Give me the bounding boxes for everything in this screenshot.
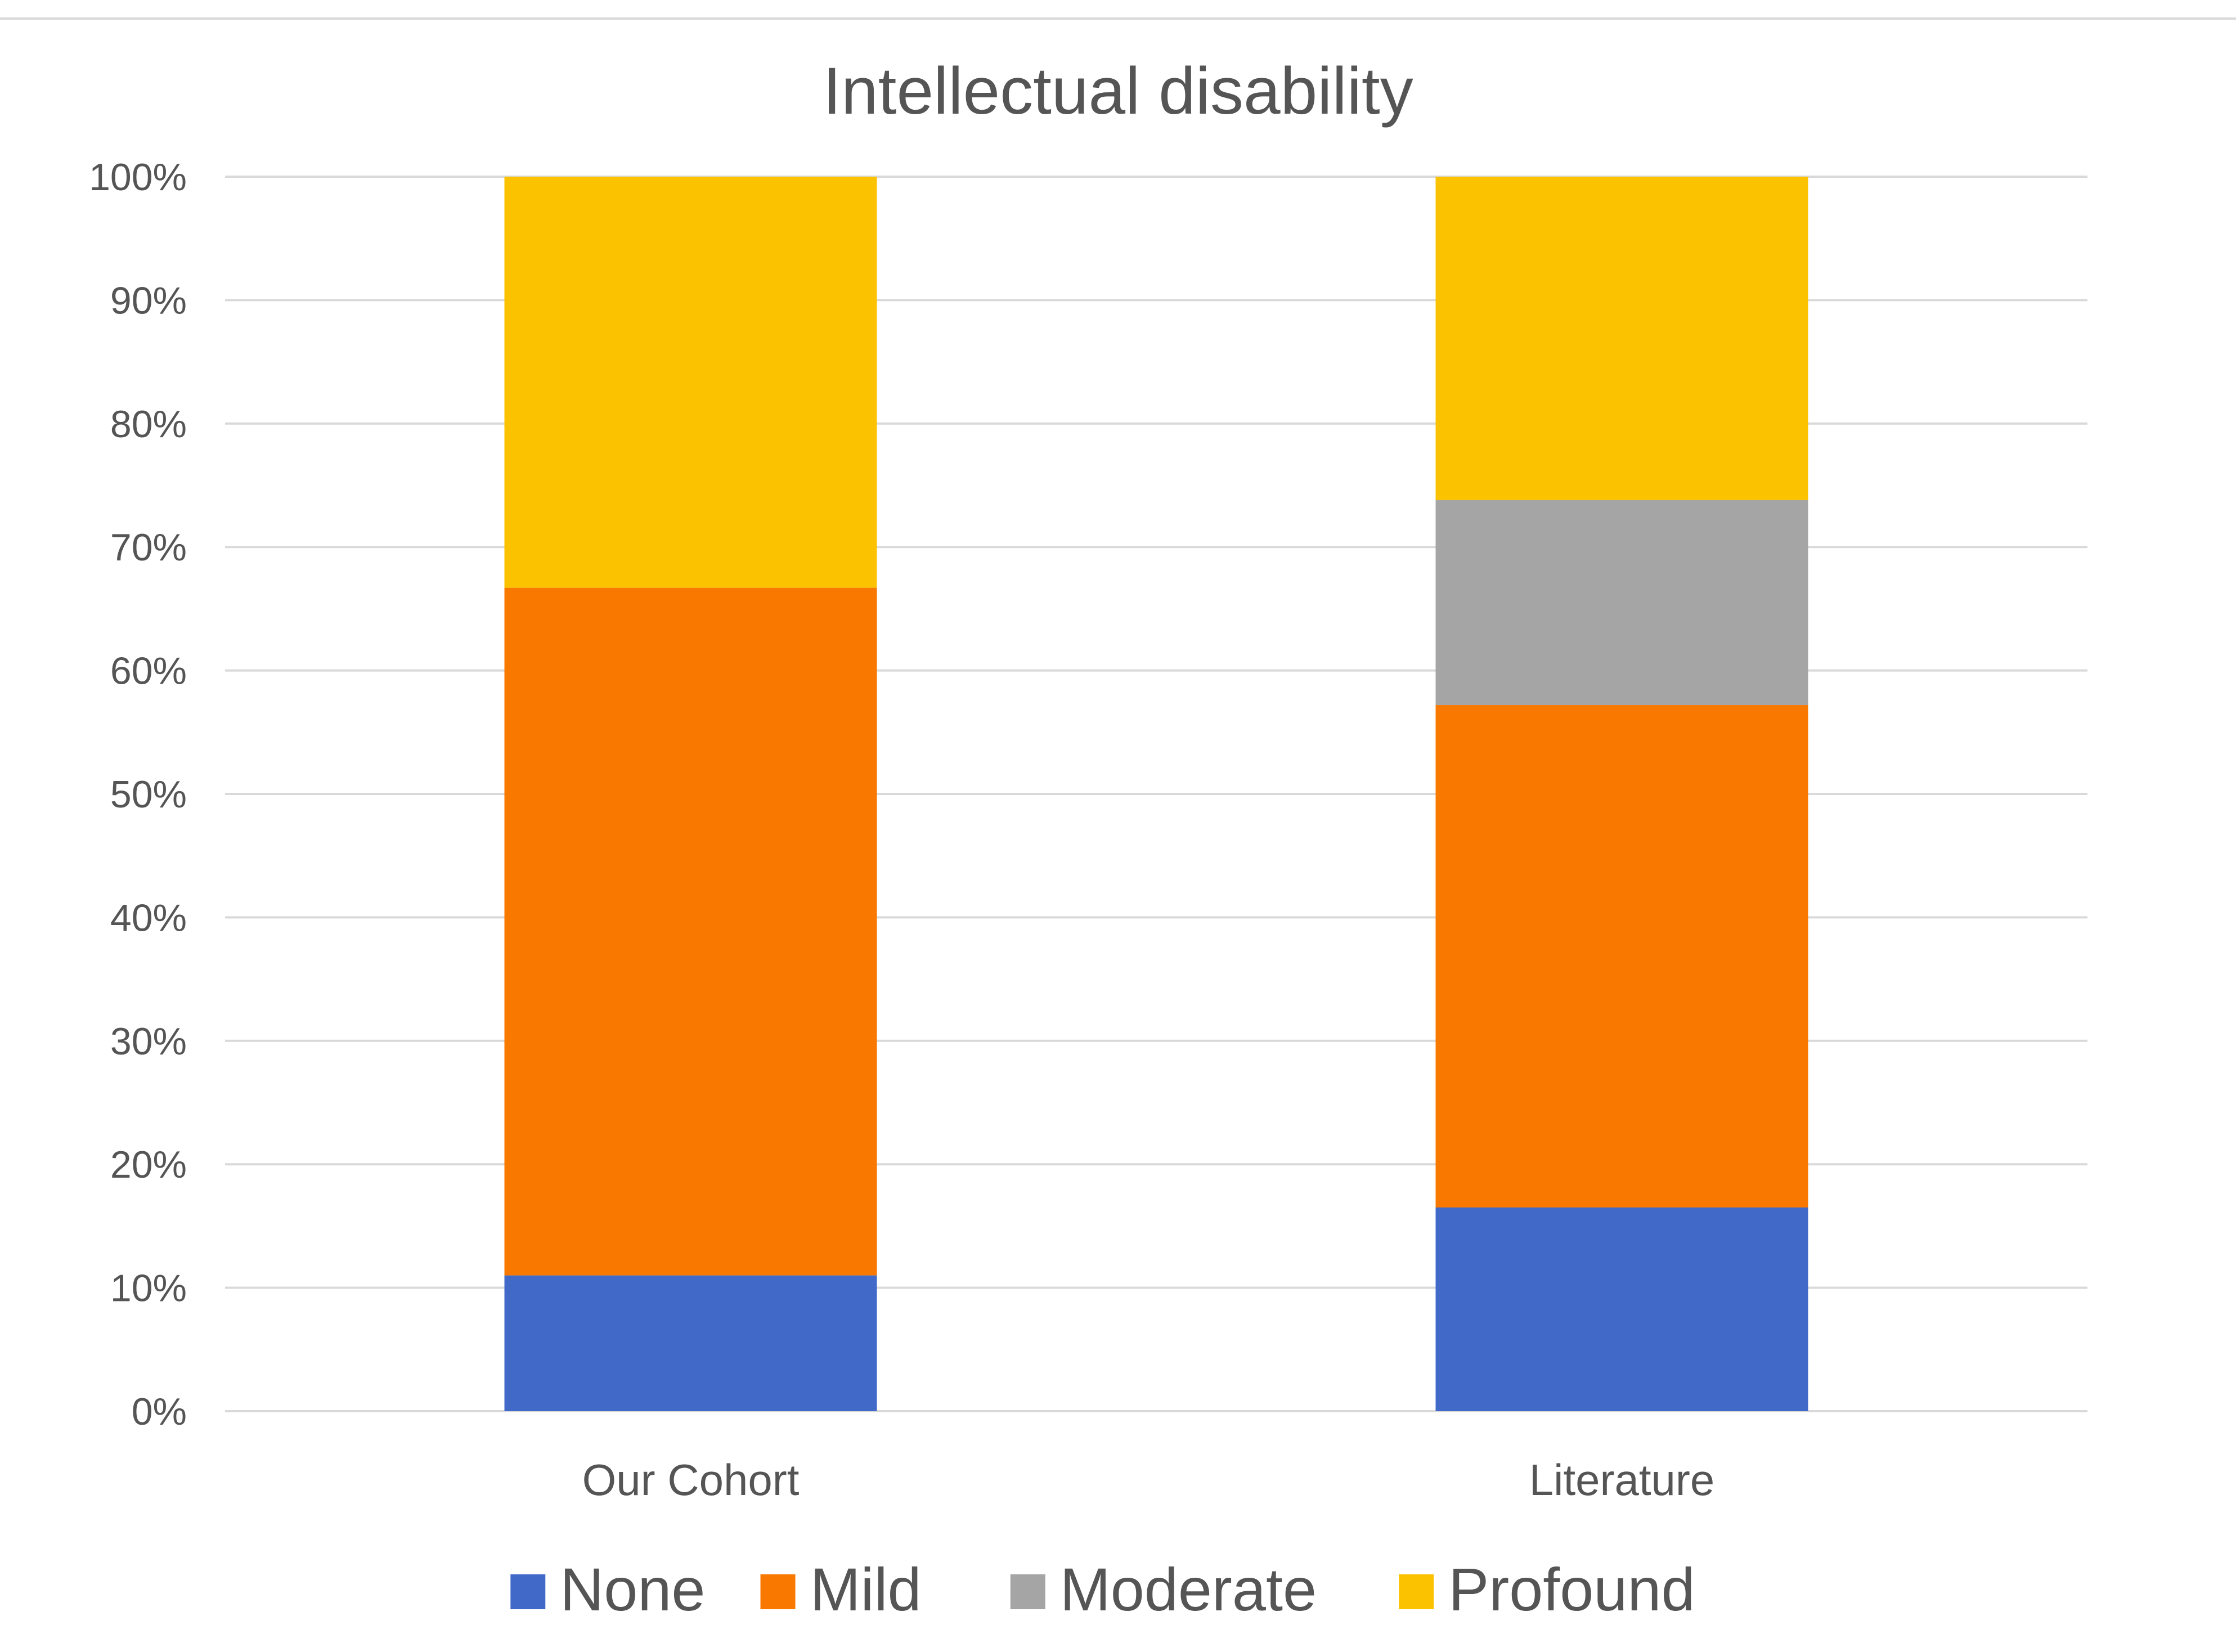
chart-title: Intellectual disability	[823, 54, 1413, 128]
bar-segment-profound	[1435, 177, 1808, 500]
y-tick-label: 60%	[110, 650, 187, 693]
y-tick-label: 90%	[110, 279, 187, 322]
legend-swatch-profound	[1399, 1574, 1434, 1609]
legend-swatch-none	[510, 1574, 546, 1609]
y-tick-label: 80%	[110, 403, 187, 446]
y-axis-tick-labels: 0% 10% 20% 30% 40% 50% 60% 70% 80% 90% 100%	[89, 156, 187, 1433]
x-category-label: Our Cohort	[582, 1455, 800, 1505]
x-category-label: Literature	[1529, 1455, 1715, 1505]
legend-label-moderate: Moderate	[1060, 1555, 1317, 1623]
y-tick-label: 50%	[110, 773, 187, 816]
legend-label-mild: Mild	[810, 1555, 922, 1623]
bar-segment-mild	[1435, 705, 1808, 1207]
y-tick-label: 40%	[110, 896, 187, 939]
legend-swatch-moderate	[1010, 1574, 1045, 1609]
x-axis-category-labels: Our Cohort Literature	[582, 1455, 1715, 1505]
bar-segment-mild	[504, 587, 877, 1276]
bar-segment-none	[1435, 1207, 1808, 1411]
bar-segment-profound	[504, 177, 877, 588]
y-tick-label: 10%	[110, 1267, 187, 1310]
y-tick-label: 20%	[110, 1143, 187, 1186]
legend-swatch-mild	[760, 1574, 796, 1609]
y-tick-label: 70%	[110, 526, 187, 569]
bar-segment-moderate	[1435, 500, 1808, 706]
y-tick-label: 30%	[110, 1020, 187, 1063]
bar-segments	[504, 177, 1808, 1411]
y-tick-label: 100%	[89, 156, 187, 199]
legend-label-none: None	[560, 1555, 705, 1623]
bar-segment-none	[504, 1275, 877, 1411]
legend: None Mild Moderate Profound	[510, 1555, 1695, 1623]
y-tick-label: 0%	[132, 1390, 187, 1433]
legend-label-profound: Profound	[1448, 1555, 1695, 1623]
